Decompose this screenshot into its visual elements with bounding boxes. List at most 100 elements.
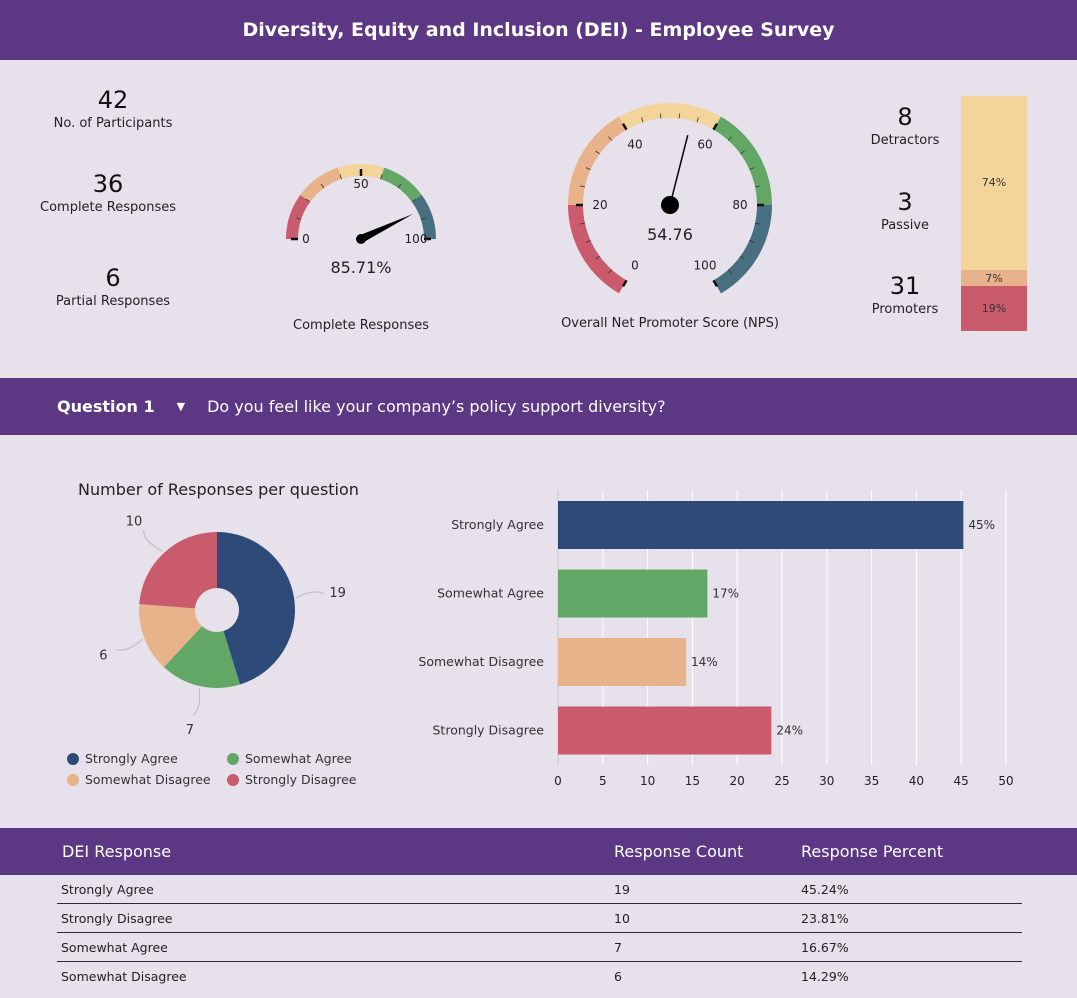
kpi-label: Partial Responses <box>55 294 171 309</box>
gauge-tick <box>420 217 426 220</box>
cell-count: 19 <box>614 882 630 897</box>
gauge-tick <box>305 198 311 203</box>
kpi-label: Passive <box>880 218 930 233</box>
nps-segment: 19% <box>961 286 1027 331</box>
nps-segment: 7% <box>961 269 1027 287</box>
dashboard-header: Diversity, Equity and Inclusion (DEI) - … <box>0 0 1077 60</box>
donut-slice <box>163 626 240 688</box>
kpi-label: No. of Participants <box>53 116 173 131</box>
gauge-tick <box>411 198 417 203</box>
bar-chart: 0 5 10 15 20 25 30 35 40 45 50 Strongly Agree 45% Som… <box>418 490 1014 788</box>
gauge-tick <box>397 183 402 189</box>
donut-leader <box>116 638 143 651</box>
pie-title: Number of Responses per question <box>78 480 359 499</box>
gauge-tick <box>608 136 613 141</box>
nps-passive: 3 Passive <box>815 188 995 233</box>
col-dei-response[interactable]: DEI Response <box>62 842 172 861</box>
bar-data-label: 24% <box>776 724 803 738</box>
table-row: Strongly Disagree 10 23.81% <box>57 904 1022 933</box>
complete-gauge-caption: Complete Responses <box>293 318 429 333</box>
gauge-needle <box>359 213 414 243</box>
kpi-value: 6 <box>105 264 121 292</box>
kpi-value: 31 <box>889 272 921 300</box>
bar <box>558 706 772 755</box>
y-category-label: Strongly Disagree <box>433 723 545 738</box>
x-tick-label: 30 <box>819 774 834 788</box>
gauge-band <box>619 103 721 130</box>
gauge-tick-label: 100 <box>694 259 717 273</box>
question-selector[interactable]: Question 1 <box>57 397 155 416</box>
bar <box>558 638 687 686</box>
cell-count: 10 <box>614 911 630 926</box>
gauge-band <box>713 116 772 205</box>
gauge-tick <box>727 269 732 274</box>
caret-down-icon[interactable]: ▼ <box>176 400 186 413</box>
x-tick-label: 50 <box>998 774 1013 788</box>
gauge-tick <box>595 150 600 155</box>
gauges: 0 50 100 0 20 40 60 80 100 <box>286 103 772 294</box>
gauge-tick <box>755 185 761 188</box>
y-category-label: Strongly Agree <box>451 517 544 532</box>
gauge-tick-label: 40 <box>627 137 642 151</box>
gauge-tick-label: 0 <box>631 259 639 273</box>
donut-slice <box>139 604 203 668</box>
gauge-tick <box>641 117 644 123</box>
gauge-tick <box>579 222 585 225</box>
gauge-tick <box>380 174 383 180</box>
bar-data-label: 14% <box>691 655 718 669</box>
legend-swatch <box>67 753 79 765</box>
gauge-tick <box>755 222 761 225</box>
gauge-tick-label: 50 <box>353 177 368 191</box>
gauge-tick <box>585 167 591 170</box>
dashboard-title: Diversity, Equity and Inclusion (DEI) - … <box>242 19 835 41</box>
gauge-tick-label: 80 <box>732 198 747 212</box>
nps-segment: 74% <box>961 96 1027 270</box>
kpi-value: 3 <box>897 188 913 216</box>
x-tick-label: 40 <box>909 774 924 788</box>
table-row: Somewhat Agree 7 16.67% <box>57 933 1022 962</box>
legend-label: Somewhat Agree <box>245 751 352 766</box>
y-category-label: Somewhat Disagree <box>418 654 544 669</box>
gauge-tick <box>296 217 302 220</box>
gauge-band <box>411 194 436 239</box>
table-row: Somewhat Disagree 6 14.29% <box>57 962 1022 991</box>
donut-chart: 19 7 6 10 Strongly Agree Somewhat Agree Somewh… <box>67 515 357 787</box>
gauge-major-tick <box>712 122 719 131</box>
x-tick-label: 5 <box>599 774 607 788</box>
x-tick-label: 25 <box>774 774 789 788</box>
gauge-tick <box>678 113 681 119</box>
cell-percent: 23.81% <box>801 911 849 926</box>
gauge-tick <box>579 185 585 188</box>
kpi-complete: 36 Complete Responses <box>18 170 198 215</box>
legend-swatch <box>67 774 79 786</box>
kpi-participants: 42 No. of Participants <box>23 86 203 131</box>
gauge-hub <box>661 196 679 214</box>
gauge-tick <box>749 240 755 243</box>
x-tick-label: 35 <box>864 774 879 788</box>
cell-response: Strongly Agree <box>61 882 154 897</box>
gauge-tick <box>727 136 732 141</box>
kpi-label: Complete Responses <box>40 200 176 215</box>
question-bar: Question 1 ▼ Do you feel like your compa… <box>0 378 1077 435</box>
gauge-tick <box>696 117 699 123</box>
table-row: Strongly Agree 19 45.24% <box>57 875 1022 904</box>
gauge-band <box>713 205 772 294</box>
question-text: Do you feel like your company’s policy s… <box>207 397 666 416</box>
bar-data-label: 17% <box>712 587 739 601</box>
col-response-count[interactable]: Response Count <box>614 842 744 861</box>
gauge-tick <box>740 150 745 155</box>
gauge-tick <box>749 167 755 170</box>
gauge-band <box>380 167 422 202</box>
kpi-label: Detractors <box>870 133 940 148</box>
gauge-tick-label: 100 <box>405 232 428 246</box>
gauge-band <box>568 205 627 294</box>
gauge-tick <box>740 255 745 260</box>
y-category-label: Somewhat Agree <box>437 586 544 601</box>
col-response-percent[interactable]: Response Percent <box>801 842 944 861</box>
donut-data-label: 7 <box>186 723 194 738</box>
legend-swatch <box>227 753 239 765</box>
cell-percent: 14.29% <box>801 969 849 984</box>
gauge-tick <box>339 174 342 180</box>
cell-response: Somewhat Disagree <box>61 969 187 984</box>
donut-data-label: 19 <box>329 586 346 601</box>
